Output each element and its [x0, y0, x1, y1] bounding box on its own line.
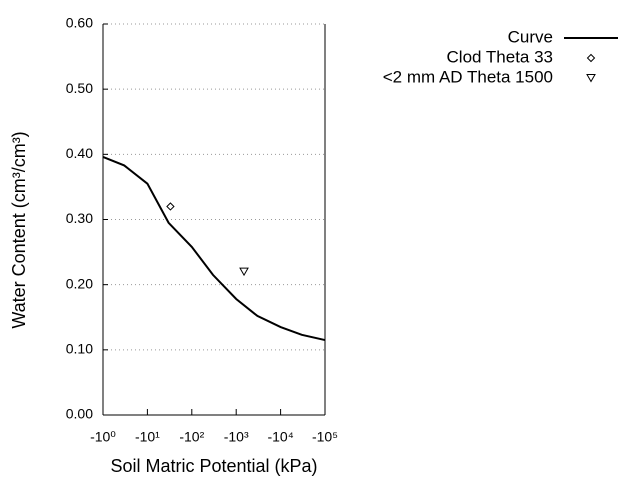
curve [102, 156, 326, 342]
y-axis-label: Water Content (cm³/cm³) [9, 131, 29, 328]
legend-label: Curve [508, 27, 553, 46]
y-tick-label: 0.50 [66, 80, 93, 96]
x-tick-label: -10¹ [135, 429, 160, 445]
y-tick-label: 0.00 [66, 406, 93, 422]
y-tick-label: 0.20 [66, 275, 93, 291]
y-tick-label: 0.30 [66, 210, 93, 226]
y-tick-label: 0.10 [66, 341, 93, 357]
x-tick-label: -10² [179, 429, 204, 445]
point [239, 267, 249, 277]
x-axis-label: Soil Matric Potential (kPa) [110, 456, 317, 476]
y-tick-label: 0.40 [66, 145, 93, 161]
x-tick-label: -10⁵ [312, 429, 338, 445]
legend-label: <2 mm AD Theta 1500 [383, 67, 553, 86]
legend-label: Clod Theta 33 [447, 47, 553, 66]
point [166, 202, 175, 211]
x-tick-label: -10⁴ [267, 429, 293, 445]
x-tick-label: -10³ [224, 429, 249, 445]
x-tick-label: -10⁰ [90, 429, 116, 445]
y-tick-label: 0.60 [66, 15, 93, 31]
legend-marker [586, 53, 596, 63]
legend-marker [586, 74, 596, 83]
